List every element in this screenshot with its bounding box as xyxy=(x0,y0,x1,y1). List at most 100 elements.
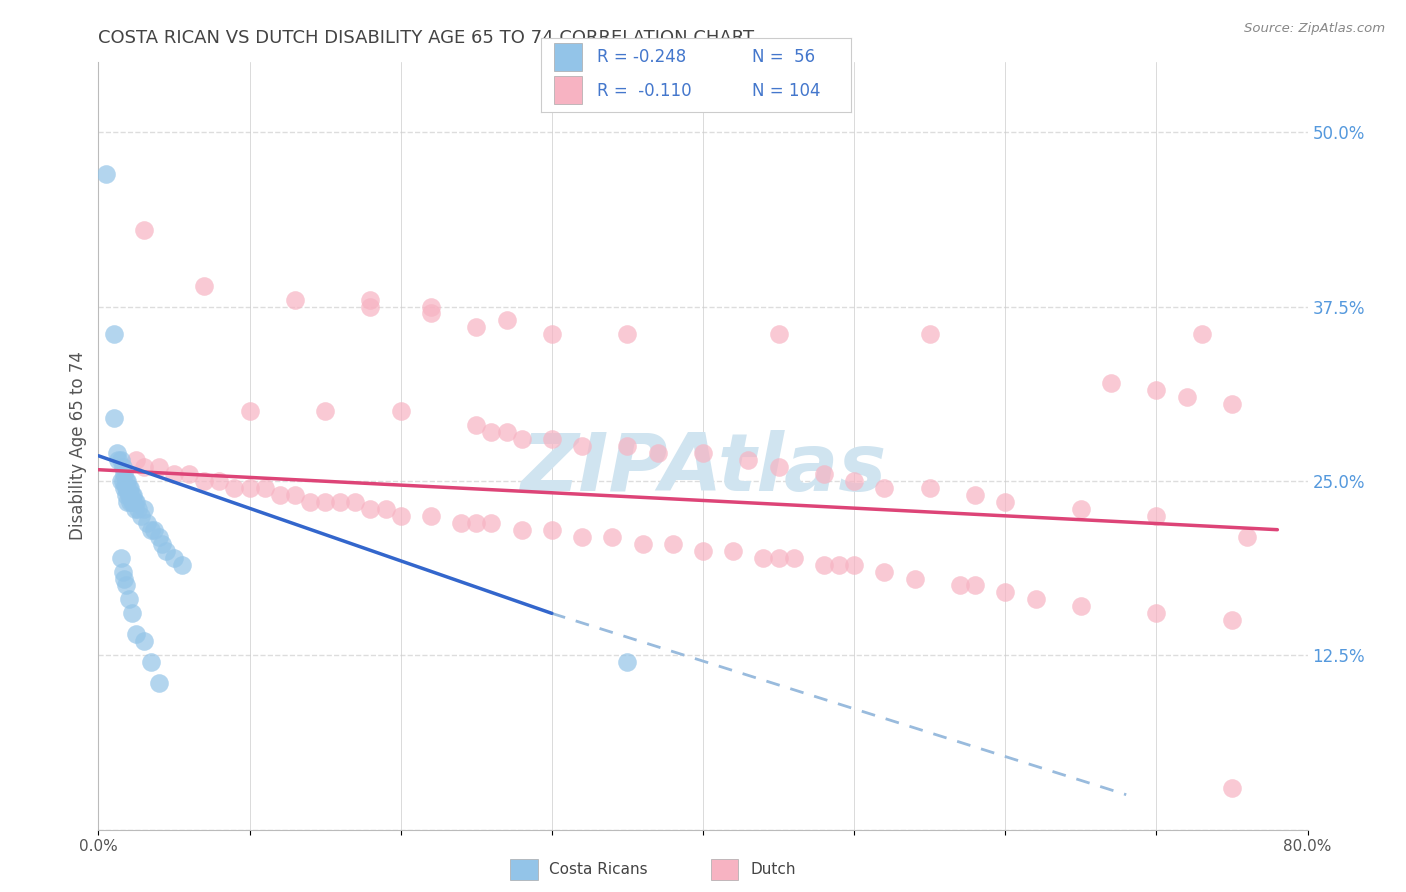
Point xyxy=(465,516,488,530)
Point xyxy=(148,459,170,474)
Point xyxy=(692,446,714,460)
Point xyxy=(783,550,806,565)
Point xyxy=(510,523,533,537)
Point xyxy=(125,453,148,467)
Point xyxy=(495,425,517,439)
Point xyxy=(105,446,128,460)
Point xyxy=(844,558,866,572)
Point xyxy=(118,592,141,607)
Point xyxy=(768,459,790,474)
Point xyxy=(94,167,117,181)
Point xyxy=(299,495,322,509)
Point xyxy=(150,536,173,550)
Point xyxy=(631,536,654,550)
Point xyxy=(918,481,941,495)
Point xyxy=(125,495,148,509)
Point xyxy=(121,495,143,509)
Point xyxy=(450,516,472,530)
Point xyxy=(481,425,503,439)
Point xyxy=(284,293,307,307)
Point xyxy=(239,404,262,418)
Point xyxy=(329,495,352,509)
Point xyxy=(360,501,382,516)
Point xyxy=(873,565,896,579)
Point xyxy=(143,523,166,537)
Point xyxy=(965,578,987,592)
Point xyxy=(115,474,138,488)
Point xyxy=(768,327,790,342)
Point xyxy=(114,481,136,495)
Point xyxy=(112,467,135,481)
Point xyxy=(127,501,149,516)
Point xyxy=(103,411,125,425)
Point xyxy=(1236,530,1258,544)
Point xyxy=(904,572,927,586)
Point xyxy=(602,530,624,544)
Point xyxy=(389,508,412,523)
Point xyxy=(813,558,835,572)
Bar xyxy=(554,43,582,70)
Point xyxy=(918,327,941,342)
Point xyxy=(1099,376,1122,391)
Point xyxy=(111,474,134,488)
Point xyxy=(111,459,134,474)
Text: COSTA RICAN VS DUTCH DISABILITY AGE 65 TO 74 CORRELATION CHART: COSTA RICAN VS DUTCH DISABILITY AGE 65 T… xyxy=(98,29,755,47)
Point xyxy=(616,655,638,669)
Point xyxy=(723,543,745,558)
Point xyxy=(389,404,412,418)
Point xyxy=(873,481,896,495)
Point xyxy=(540,523,562,537)
Point xyxy=(208,474,231,488)
Bar xyxy=(554,77,582,104)
Point xyxy=(120,481,142,495)
Point xyxy=(374,501,396,516)
Point xyxy=(844,474,866,488)
Text: R =  -0.110: R = -0.110 xyxy=(598,82,692,100)
Point xyxy=(107,453,129,467)
Bar xyxy=(510,859,537,880)
Point xyxy=(224,481,246,495)
Point xyxy=(360,300,382,314)
Point xyxy=(1175,390,1198,404)
Point xyxy=(360,293,382,307)
Point xyxy=(114,474,136,488)
Point xyxy=(616,439,638,453)
Point xyxy=(1070,599,1092,614)
Point xyxy=(103,327,125,342)
Point xyxy=(965,488,987,502)
Point xyxy=(571,530,593,544)
Point xyxy=(122,488,145,502)
Point xyxy=(994,585,1017,599)
Point xyxy=(132,634,155,648)
Point xyxy=(193,474,215,488)
Point xyxy=(124,501,146,516)
Point xyxy=(540,432,562,446)
Point xyxy=(1220,397,1243,411)
Point xyxy=(495,313,517,327)
Point xyxy=(163,550,186,565)
Point xyxy=(1191,327,1213,342)
Point xyxy=(122,495,145,509)
Point xyxy=(571,439,593,453)
Point xyxy=(661,536,683,550)
Point xyxy=(949,578,972,592)
Point xyxy=(616,327,638,342)
Point xyxy=(118,488,141,502)
Point xyxy=(253,481,276,495)
Point xyxy=(1144,508,1167,523)
Point xyxy=(269,488,291,502)
Point xyxy=(465,320,488,334)
Point xyxy=(114,488,136,502)
Point xyxy=(647,446,669,460)
Text: N =  56: N = 56 xyxy=(752,47,814,66)
Point xyxy=(114,578,136,592)
Point xyxy=(1070,501,1092,516)
Point xyxy=(125,627,148,641)
Text: Costa Ricans: Costa Ricans xyxy=(550,863,648,877)
Point xyxy=(420,306,443,320)
Point xyxy=(110,453,132,467)
Bar xyxy=(711,859,738,880)
Point xyxy=(132,501,155,516)
Point xyxy=(110,550,132,565)
Text: Source: ZipAtlas.com: Source: ZipAtlas.com xyxy=(1244,22,1385,36)
